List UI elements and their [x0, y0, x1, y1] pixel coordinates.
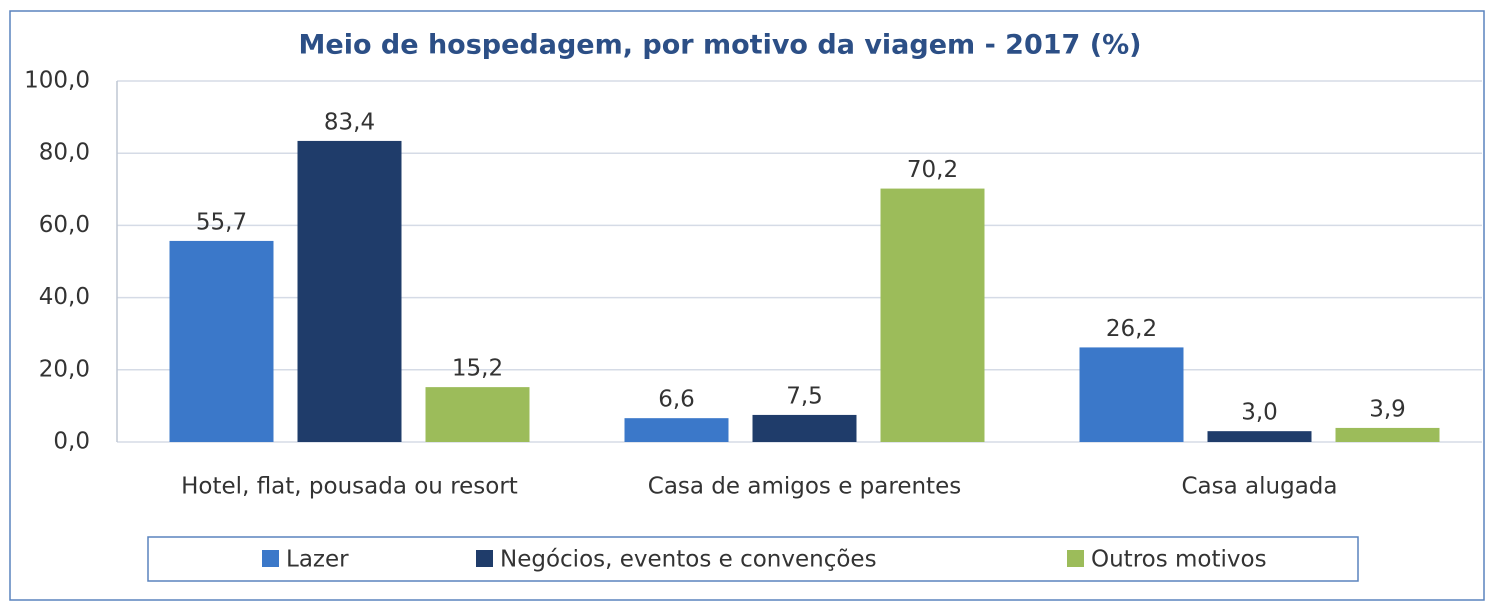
legend-box	[147, 536, 1359, 582]
bar	[1335, 427, 1440, 442]
legend-label: Lazer	[286, 547, 349, 573]
bar	[752, 414, 857, 442]
y-tick-label: 20,0	[39, 356, 90, 382]
x-tick-label: Casa alugada	[1182, 474, 1338, 500]
value-label: 70,2	[907, 157, 958, 183]
y-tick-label: 80,0	[39, 140, 90, 166]
legend-label: Outros motivos	[1091, 547, 1267, 573]
value-label: 3,0	[1241, 400, 1278, 426]
bar	[624, 418, 729, 442]
bar	[1079, 347, 1184, 442]
legend-label: Negócios, eventos e convenções	[500, 547, 877, 573]
value-label: 7,5	[786, 383, 823, 409]
legend-swatch	[476, 550, 493, 567]
y-tick-label: 0,0	[53, 429, 90, 455]
value-label: 15,2	[452, 356, 503, 382]
y-tick-label: 100,0	[24, 68, 90, 94]
value-label: 55,7	[196, 209, 247, 235]
bar	[880, 188, 985, 442]
y-tick-label: 40,0	[39, 284, 90, 310]
value-label: 26,2	[1106, 316, 1157, 342]
bar	[425, 387, 530, 442]
bar	[1207, 431, 1312, 442]
x-tick-label: Casa de amigos e parentes	[648, 474, 961, 500]
legend-swatch	[1067, 550, 1084, 567]
bar	[297, 140, 402, 442]
y-tick-label: 60,0	[39, 212, 90, 238]
value-label: 6,6	[658, 387, 695, 413]
x-tick-label: Hotel, flat, pousada ou resort	[181, 474, 518, 500]
bar	[169, 240, 274, 442]
value-label: 3,9	[1369, 396, 1406, 422]
chart-title: Meio de hospedagem, por motivo da viagem…	[299, 30, 1142, 61]
value-label: 83,4	[324, 109, 375, 135]
legend-swatch	[262, 550, 279, 567]
